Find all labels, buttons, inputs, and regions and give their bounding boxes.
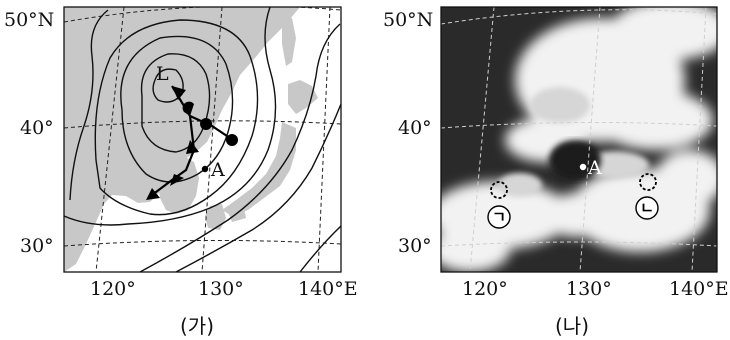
- marker-circle-1: [487, 205, 511, 229]
- sat-lon-label-140: 140°E: [669, 278, 729, 300]
- thin-cloud: [498, 87, 649, 197]
- sat-lon-label-120: 120°: [462, 278, 508, 300]
- satellite-frame: [440, 6, 718, 273]
- satellite-graticule: [441, 7, 717, 272]
- marker-circle-2: [635, 196, 659, 220]
- lat-label-30: 30°: [20, 235, 54, 257]
- japan-shikoku: [228, 208, 246, 222]
- satellite-point-a-marker: [579, 163, 587, 171]
- weather-chart: L A: [63, 6, 342, 273]
- point-a-label: A: [210, 159, 225, 181]
- continent-land: [64, 7, 300, 272]
- sat-lon-label-130: 130°: [566, 278, 612, 300]
- map-frame: [63, 6, 342, 273]
- dashed-circle-2: [639, 173, 657, 191]
- japan-honshu: [222, 122, 296, 216]
- satellite-image: A ㄱ ㄴ: [440, 6, 718, 273]
- sakhalin: [282, 18, 296, 66]
- frontal-system: [146, 85, 238, 200]
- japan-kyushu: [205, 204, 226, 230]
- lon-label-120: 120°: [90, 278, 136, 300]
- satellite-point-a-label: A: [587, 157, 602, 179]
- lon-label-140: 140°E: [298, 278, 358, 300]
- korean-peninsula: [158, 156, 199, 214]
- dashed-circle-1: [490, 181, 508, 199]
- lat-label-50: 50°N: [4, 9, 54, 31]
- cloud-cover: [441, 7, 717, 272]
- graticule: [64, 7, 341, 272]
- caption-right: (나): [555, 314, 589, 338]
- caption-left: (가): [180, 314, 214, 338]
- sat-lat-label-30: 30°: [398, 235, 432, 257]
- japan-hokkaido: [288, 80, 318, 114]
- isobars: [64, 7, 341, 272]
- sat-lat-label-50: 50°N: [383, 9, 433, 31]
- marker-label-1: ㄱ: [492, 208, 506, 226]
- low-pressure-label: L: [156, 63, 169, 85]
- lat-label-40: 40°: [20, 117, 54, 139]
- sat-lat-label-40: 40°: [398, 117, 432, 139]
- lon-label-130: 130°: [198, 278, 244, 300]
- marker-label-2: ㄴ: [640, 199, 654, 217]
- point-a-marker: [201, 165, 209, 173]
